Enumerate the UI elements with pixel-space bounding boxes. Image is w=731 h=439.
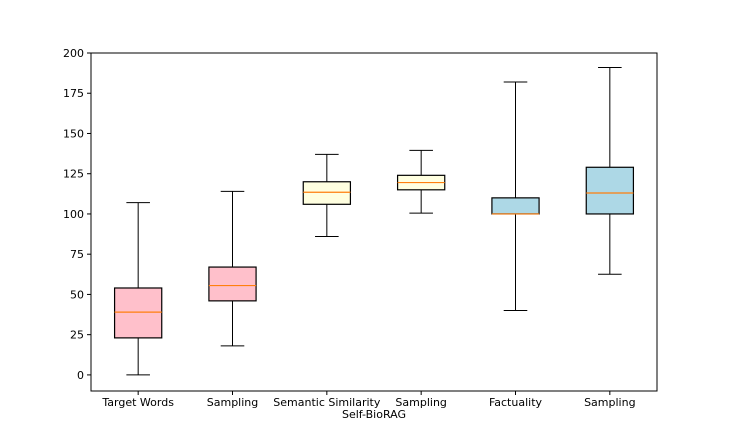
x-tick-label: Semantic Similarity xyxy=(273,396,381,409)
iqr-box xyxy=(585,166,635,215)
box-4 xyxy=(396,149,446,214)
iqr-box xyxy=(113,287,163,339)
boxes-group xyxy=(113,66,635,376)
y-tick-label: 75 xyxy=(70,248,84,261)
y-tick-label: 100 xyxy=(63,208,84,221)
iqr-box xyxy=(302,181,352,205)
box-2 xyxy=(208,190,257,347)
plot-area xyxy=(90,52,658,392)
box-3 xyxy=(302,153,352,237)
x-tick-label: Target Words xyxy=(101,396,174,409)
iqr-box xyxy=(491,197,540,215)
x-tick-label: Sampling xyxy=(584,396,636,409)
y-tick-label: 0 xyxy=(77,369,84,382)
box-1 xyxy=(113,202,163,376)
y-tick-label: 50 xyxy=(70,288,84,301)
x-tick-label: Sampling xyxy=(395,396,447,409)
box-5 xyxy=(491,81,540,312)
y-tick-label: 175 xyxy=(63,87,84,100)
y-axis: 0 25 50 75 100 125 150 175 200 xyxy=(63,47,91,382)
x-tick-label: Sampling xyxy=(207,396,259,409)
x-axis-label: Self-BioRAG xyxy=(342,408,406,421)
y-tick-label: 200 xyxy=(63,47,84,60)
y-tick-label: 25 xyxy=(70,329,84,342)
x-tick-label: Factuality xyxy=(489,396,543,409)
x-axis: Target Words Sampling Semantic Similarity S… xyxy=(101,391,636,409)
y-tick-label: 125 xyxy=(63,168,84,181)
box-6 xyxy=(585,66,635,275)
iqr-box xyxy=(208,266,257,302)
y-tick-label: 150 xyxy=(63,127,84,140)
